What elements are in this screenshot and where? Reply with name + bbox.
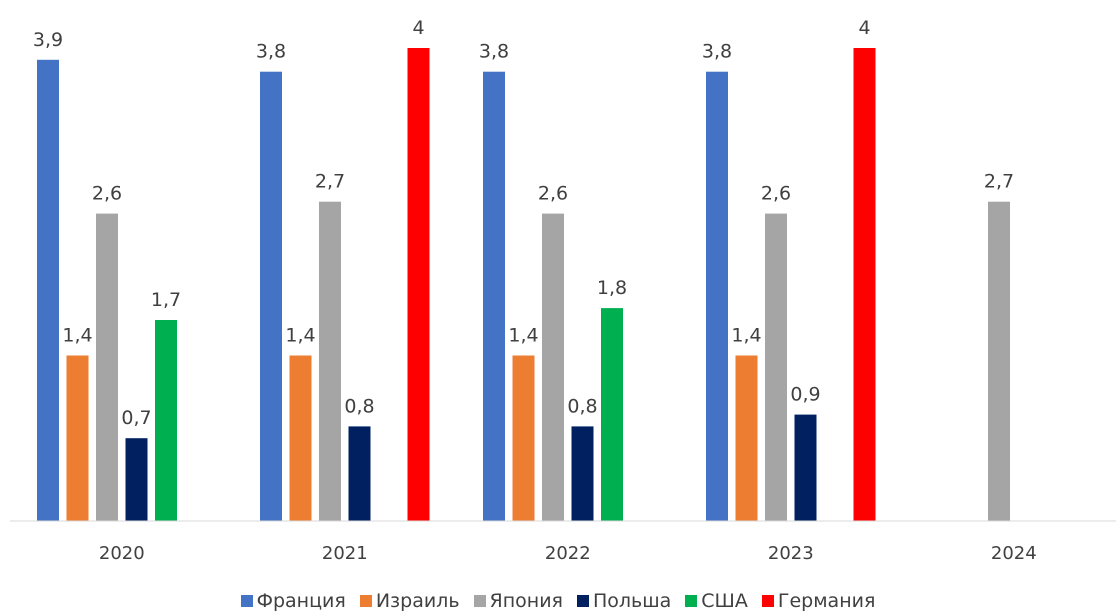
legend-label: Франция xyxy=(256,590,346,612)
bar-Израиль-2023 xyxy=(735,355,758,521)
data-label: 2,6 xyxy=(92,183,122,205)
legend-swatch xyxy=(359,595,372,607)
data-label: 1,4 xyxy=(508,325,538,347)
data-label: 2,7 xyxy=(315,171,345,193)
bar-Япония-2022 xyxy=(542,213,564,521)
bar-Польша-2022 xyxy=(571,426,594,521)
bars-group xyxy=(37,48,1010,522)
data-label: 1,4 xyxy=(62,325,92,347)
value-labels-group: 3,9 1,4 2,6 0,7 1,7 3,8 1,4 2,7 0,8 4 3,8 1,4 2,6 0,8… xyxy=(33,17,1014,429)
legend-swatch xyxy=(576,595,589,607)
bar-Япония-2020 xyxy=(96,213,118,521)
bar-Израиль-2021 xyxy=(289,355,312,521)
data-label: 2,6 xyxy=(538,183,568,205)
legend-label: Израиль xyxy=(375,590,460,612)
data-label: 0,8 xyxy=(567,395,597,417)
bar-Япония-2023 xyxy=(765,213,787,521)
legend-label: Польша xyxy=(592,590,672,612)
bar-Франция-2022 xyxy=(483,71,505,521)
data-label: 1,8 xyxy=(597,277,627,299)
data-label: 1,4 xyxy=(731,325,761,347)
bar-chart: 3,9 1,4 2,6 0,7 1,7 3,8 1,4 2,7 0,8 4 3,8 1,4 2,6 0,8… xyxy=(10,17,1116,564)
data-label: 0,9 xyxy=(790,384,820,406)
legend-label: США xyxy=(701,590,748,612)
x-tick-label: 2024 xyxy=(991,543,1037,564)
bar-Польша-2021 xyxy=(348,426,371,521)
x-tick-label: 2020 xyxy=(99,543,145,564)
data-label: 1,7 xyxy=(151,289,181,311)
data-label: 0,7 xyxy=(121,407,151,429)
legend: Франция Израиль Япония Польша США Германия xyxy=(0,590,1116,612)
legend-item: Израиль xyxy=(359,590,460,612)
bar-Япония-2024 xyxy=(988,201,1010,521)
legend-swatch xyxy=(685,595,698,607)
data-label: 3,9 xyxy=(33,29,63,51)
legend-item: Франция xyxy=(240,590,346,612)
legend-swatch xyxy=(473,595,486,607)
data-label: 3,8 xyxy=(702,41,732,63)
legend-item: Япония xyxy=(473,590,563,612)
data-label: 2,7 xyxy=(984,171,1014,193)
data-label: 4 xyxy=(412,17,424,39)
data-label: 2,6 xyxy=(761,183,791,205)
data-label: 3,8 xyxy=(256,41,286,63)
bar-Польша-2020 xyxy=(125,438,148,521)
legend-label: Япония xyxy=(489,590,563,612)
bar-Франция-2023 xyxy=(706,71,728,521)
legend-swatch xyxy=(240,595,253,607)
data-label: 4 xyxy=(858,17,870,39)
bar-Япония-2021 xyxy=(319,201,341,521)
legend-item: США xyxy=(685,590,748,612)
bar-Германия-2023 xyxy=(853,48,876,521)
legend-label: Германия xyxy=(777,590,876,612)
legend-item: Германия xyxy=(761,590,876,612)
x-tick-label: 2022 xyxy=(545,543,591,564)
data-label: 0,8 xyxy=(344,395,374,417)
bar-Польша-2023 xyxy=(794,414,817,521)
legend-item: Польша xyxy=(576,590,672,612)
bar-Израиль-2022 xyxy=(512,355,535,521)
x-ticks-group: 2020 2021 2022 2023 2024 xyxy=(99,543,1037,564)
bar-Франция-2021 xyxy=(260,71,282,521)
x-tick-label: 2023 xyxy=(768,543,814,564)
bar-Израиль-2020 xyxy=(66,355,89,521)
bar-Франция-2020 xyxy=(37,59,59,522)
x-tick-label: 2021 xyxy=(322,543,368,564)
bar-США-2020 xyxy=(155,320,177,521)
data-label: 3,8 xyxy=(479,41,509,63)
bar-США-2022 xyxy=(601,308,623,521)
bar-Германия-2021 xyxy=(407,48,430,521)
legend-swatch xyxy=(761,595,774,607)
data-label: 1,4 xyxy=(285,325,315,347)
